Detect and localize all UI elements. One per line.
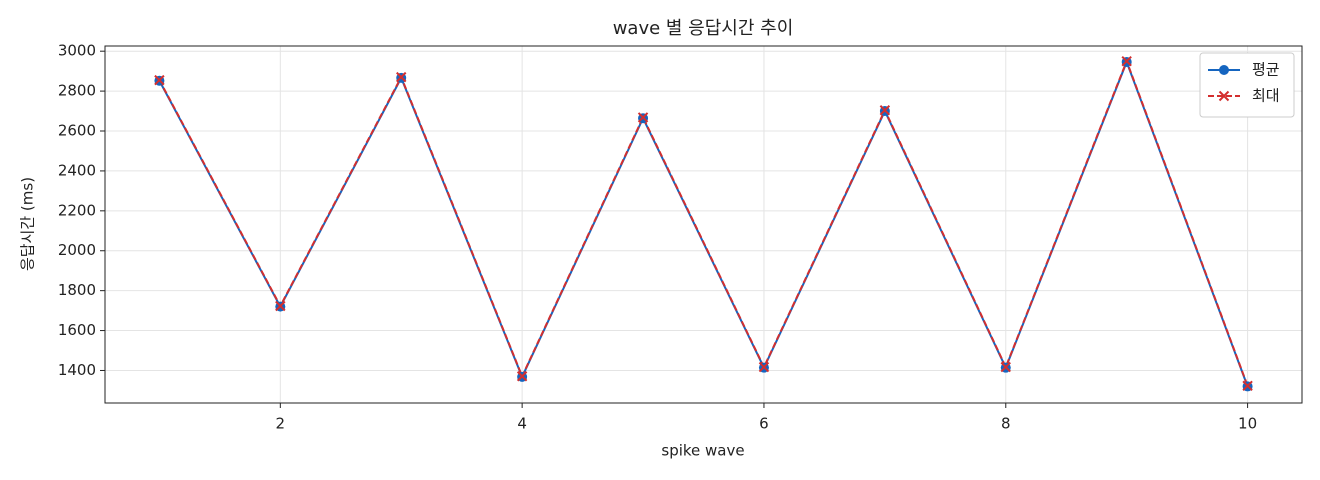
point <box>516 371 528 382</box>
x-tick-label: 2 <box>276 415 286 433</box>
x-tick-label: 8 <box>1001 415 1011 433</box>
point <box>1000 361 1011 373</box>
y-tick-label: 1400 <box>58 361 96 379</box>
point <box>637 112 649 123</box>
legend-marker <box>1218 90 1230 102</box>
point <box>1242 380 1253 392</box>
y-tick-label: 1600 <box>58 321 96 339</box>
point <box>154 74 165 86</box>
chart-title: wave 별 응답시간 추이 <box>613 18 794 39</box>
legend-label: 최대 <box>1252 87 1280 105</box>
plot-frame <box>104 45 1303 404</box>
legend-marker <box>1219 65 1229 75</box>
y-tick-label: 2000 <box>58 241 96 259</box>
point <box>275 300 286 312</box>
y-tick-label: 2400 <box>58 161 96 179</box>
x-tick-label: 6 <box>759 415 769 433</box>
y-tick-label: 2600 <box>58 122 96 140</box>
point <box>879 105 891 116</box>
point <box>1121 55 1132 67</box>
legend-label: 평균 <box>1252 61 1280 79</box>
x-axis-label: spike wave <box>661 442 744 460</box>
y-tick-label: 2200 <box>58 201 96 219</box>
y-axis-label: 응답시간 (ms) <box>19 177 37 271</box>
legend-box <box>1199 52 1295 118</box>
x-tick-label: 4 <box>517 415 527 433</box>
x-tick-label: 10 <box>1238 415 1257 433</box>
y-tick-label: 1800 <box>58 281 96 299</box>
series-line <box>158 58 1249 387</box>
y-tick-label: 3000 <box>58 42 96 60</box>
point <box>758 361 770 373</box>
point <box>396 71 407 83</box>
y-tick-label: 2800 <box>58 82 96 100</box>
